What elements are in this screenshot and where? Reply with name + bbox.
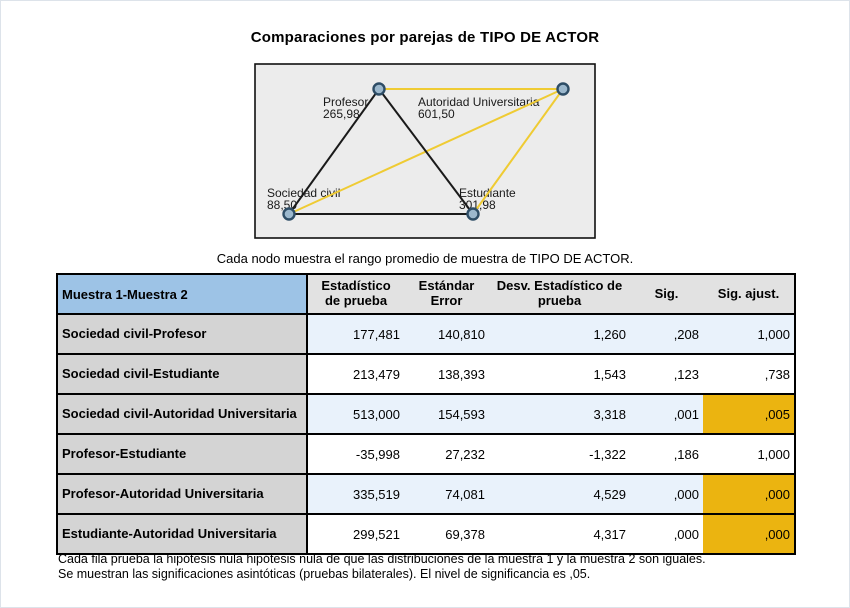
header-desv-estadistico-de-prueba: Desv. Estadístico de prueba <box>489 273 630 315</box>
cell-sig-ajust: ,000 <box>703 513 795 555</box>
cell-desv-estadistico-de-prueba: -1,322 <box>489 433 630 475</box>
cell-sig-ajust: ,738 <box>703 353 795 395</box>
cell-sig: ,001 <box>630 393 703 435</box>
cell-pair-label: Sociedad civil-Estudiante <box>57 353 308 395</box>
cell-pair-label: Sociedad civil-Autoridad Universitaria <box>57 393 308 435</box>
edge-profesor-estudiante <box>378 88 474 215</box>
cell-sig: ,123 <box>630 353 703 395</box>
cell-desv-estadistico-de-prueba: 4,529 <box>489 473 630 515</box>
cell-estandar-error: 74,081 <box>404 473 489 515</box>
header-estadistico-de-prueba: Estadístico de prueba <box>307 273 404 315</box>
table-row: Sociedad civil-Autoridad Universitaria 5… <box>57 393 795 435</box>
edge-profesor-sociedad-civil <box>288 88 380 215</box>
node-estudiante <box>466 207 480 221</box>
page-title: Comparaciones por parejas de TIPO DE ACT… <box>250 29 600 46</box>
cell-pair-label: Estudiante-Autoridad Universitaria <box>57 513 308 555</box>
node-profesor <box>372 82 386 96</box>
edge-estudiante-autoridad <box>472 88 564 215</box>
cell-pair-label: Profesor-Estudiante <box>57 433 308 475</box>
node-label-profesor: Profesor 265,98 <box>323 95 372 121</box>
cell-desv-estadistico-de-prueba: 3,318 <box>489 393 630 435</box>
pairwise-comparison-table: Muestra 1-Muestra 2 Estadístico de prueb… <box>56 273 796 555</box>
cell-sig-ajust: 1,000 <box>703 313 795 355</box>
cell-estandar-error: 138,393 <box>404 353 489 395</box>
cell-pair-label: Sociedad civil-Profesor <box>57 313 308 355</box>
cell-desv-estadistico-de-prueba: 1,543 <box>489 353 630 395</box>
table-row: Sociedad civil-Profesor 177,481 140,810 … <box>57 313 795 355</box>
node-autoridad-universitaria <box>556 82 570 96</box>
cell-sig: ,000 <box>630 513 703 555</box>
table-row: Estudiante-Autoridad Universitaria 299,5… <box>57 513 795 555</box>
cell-estadistico-de-prueba: 335,519 <box>307 473 404 515</box>
cell-desv-estadistico-de-prueba: 4,317 <box>489 513 630 555</box>
footnote-significance-level: Se muestran las significaciones asintóti… <box>58 566 591 581</box>
cell-estandar-error: 69,378 <box>404 513 489 555</box>
cell-sig-ajust: ,005 <box>703 393 795 435</box>
cell-estadistico-de-prueba: 299,521 <box>307 513 404 555</box>
cell-estandar-error: 154,593 <box>404 393 489 435</box>
cell-desv-estadistico-de-prueba: 1,260 <box>489 313 630 355</box>
table-header-row: Muestra 1-Muestra 2 Estadístico de prueb… <box>57 273 795 315</box>
footnote-null-hypothesis: Cada fila prueba la hipótesis nula hipót… <box>58 552 706 566</box>
header-sig: Sig. <box>630 273 703 315</box>
cell-estadistico-de-prueba: 213,479 <box>307 353 404 395</box>
cell-sig: ,208 <box>630 313 703 355</box>
header-estandar-error: Estándar Error <box>404 273 489 315</box>
cell-sig-ajust: 1,000 <box>703 433 795 475</box>
cell-estadistico-de-prueba: -35,998 <box>307 433 404 475</box>
cell-sig: ,186 <box>630 433 703 475</box>
cell-estadistico-de-prueba: 177,481 <box>307 313 404 355</box>
comparison-table-body: Sociedad civil-Profesor 177,481 140,810 … <box>57 313 795 555</box>
cell-estandar-error: 27,232 <box>404 433 489 475</box>
cell-pair-label: Profesor-Autoridad Universitaria <box>57 473 308 515</box>
table-row: Profesor-Estudiante -35,998 27,232 -1,32… <box>57 433 795 475</box>
header-sig-ajust: Sig. ajust. <box>703 273 795 315</box>
table-footnotes: Cada fila prueba la hipótesis nula hipót… <box>58 552 764 582</box>
node-sociedad-civil <box>282 207 296 221</box>
cell-estadistico-de-prueba: 513,000 <box>307 393 404 435</box>
node-label-autoridad-universitaria: Autoridad Universitaria 601,50 <box>418 95 543 121</box>
table-row: Profesor-Autoridad Universitaria 335,519… <box>57 473 795 515</box>
pairwise-node-diagram: Profesor 265,98 Autoridad Universitaria … <box>254 63 596 239</box>
cell-sig-ajust: ,000 <box>703 473 795 515</box>
diagram-caption: Cada nodo muestra el rango promedio de m… <box>216 251 634 266</box>
table-row: Sociedad civil-Estudiante 213,479 138,39… <box>57 353 795 395</box>
cell-sig: ,000 <box>630 473 703 515</box>
header-muestra1-muestra2: Muestra 1-Muestra 2 <box>57 273 308 315</box>
cell-estandar-error: 140,810 <box>404 313 489 355</box>
